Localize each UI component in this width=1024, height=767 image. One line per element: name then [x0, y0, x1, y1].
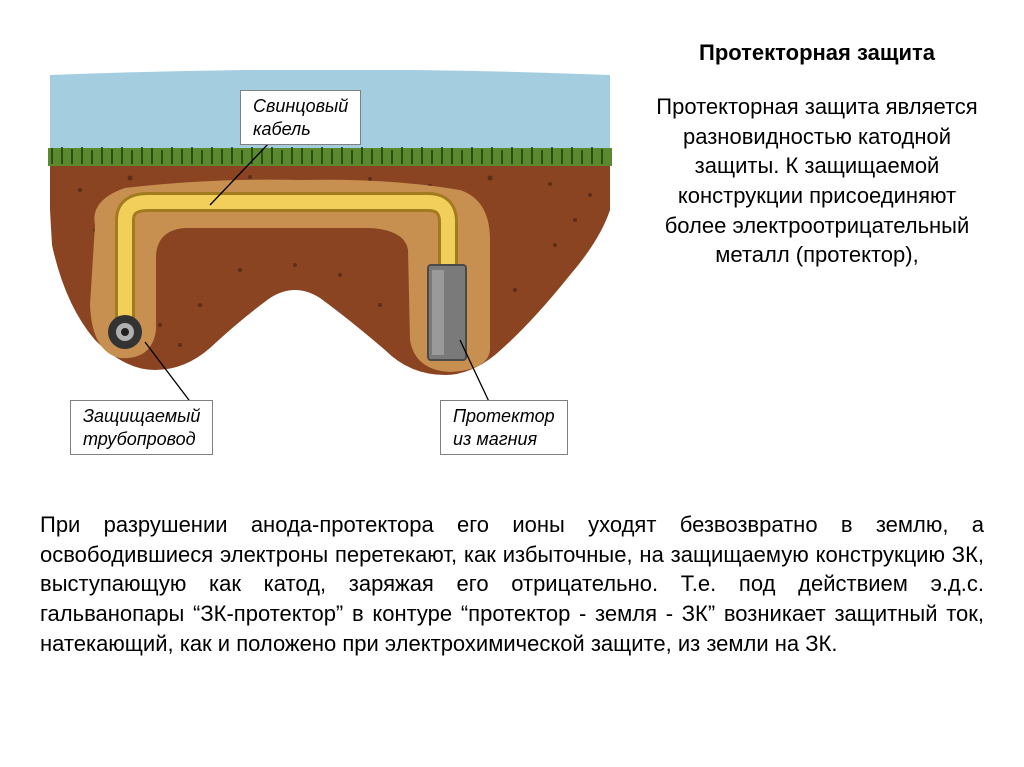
- label-protected-pipe: Защищаемый трубопровод: [70, 400, 213, 455]
- diagram-area: Свинцовый кабель Защищаемый трубопровод …: [40, 30, 620, 460]
- top-section: Свинцовый кабель Защищаемый трубопровод …: [0, 0, 1024, 480]
- label-magnesium-protector: Протектор из магния: [440, 400, 568, 455]
- page-title: Протекторная защита: [650, 40, 984, 66]
- protector-icon: [428, 265, 466, 360]
- label-lead-cable: Свинцовый кабель: [240, 90, 361, 145]
- bottom-paragraph: При разрушении анода-протектора его ионы…: [0, 480, 1024, 678]
- intro-paragraph: Протекторная защита является разновиднос…: [650, 92, 984, 270]
- pipeline-icon: [108, 315, 142, 349]
- right-text-block: Протекторная защита Протекторная защита …: [650, 30, 984, 460]
